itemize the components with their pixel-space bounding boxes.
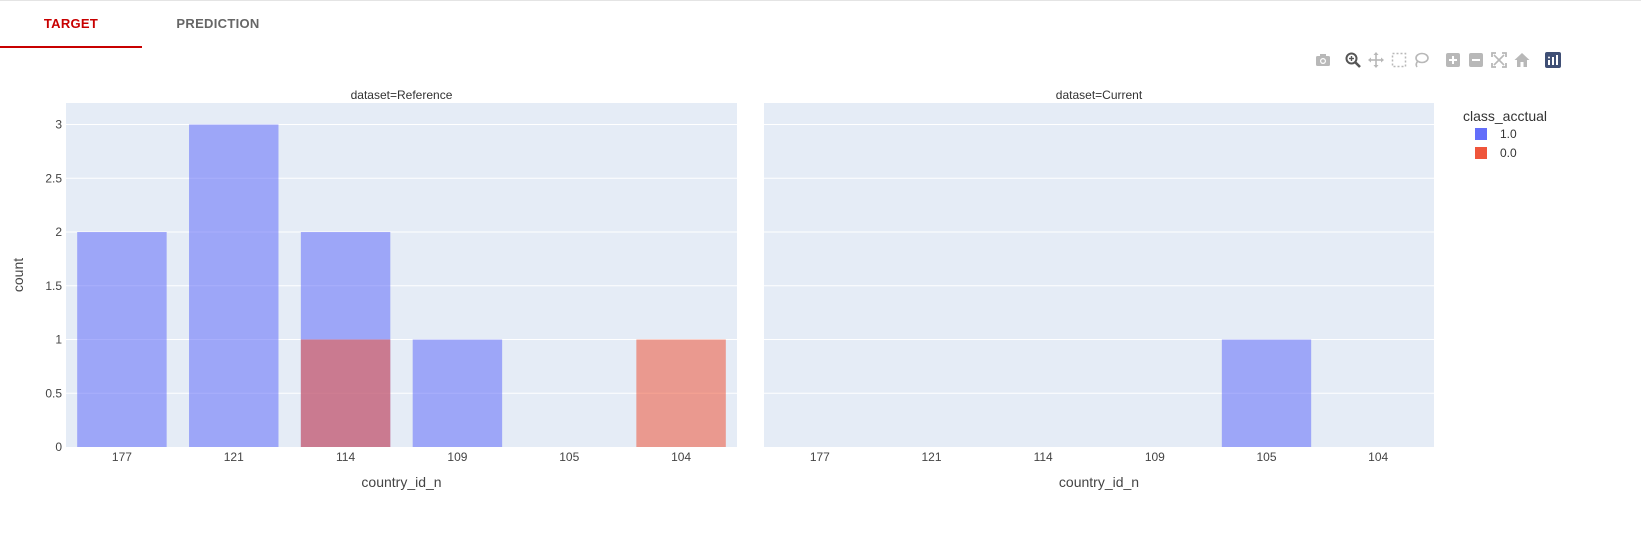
legend-swatch[interactable] bbox=[1475, 128, 1487, 140]
pan-icon[interactable] bbox=[1367, 51, 1385, 69]
y-tick-label: 2 bbox=[55, 225, 62, 239]
facet-panel-1: 177 121 114 109 105 104 dataset=Reference count… bbox=[66, 88, 737, 490]
bar-1.0-121[interactable] bbox=[189, 124, 279, 448]
bar-1.0-105[interactable] bbox=[1221, 339, 1312, 448]
x-tick-label: 105 bbox=[559, 450, 579, 464]
bar-0.0-104[interactable] bbox=[636, 339, 726, 448]
y-tick-label: 1.5 bbox=[45, 279, 62, 293]
x-tick-label: 104 bbox=[671, 450, 691, 464]
facet-title: dataset=Current bbox=[1056, 88, 1143, 102]
x-tick-label: 114 bbox=[1034, 450, 1053, 464]
zoom-icon[interactable] bbox=[1344, 51, 1362, 69]
box-select-icon[interactable] bbox=[1390, 51, 1408, 69]
faceted-bar-chart: 177 121 114 109 105 104 dataset=Reference count… bbox=[10, 88, 1547, 490]
x-axis-title: country_id_n bbox=[361, 474, 441, 490]
legend: class_acctual 1.0 0.0 bbox=[1463, 108, 1547, 160]
x-tick-label: 114 bbox=[336, 450, 355, 464]
plotly-logo-icon[interactable] bbox=[1544, 51, 1562, 69]
bar-1.0-177[interactable] bbox=[77, 232, 167, 447]
autoscale-icon[interactable] bbox=[1490, 51, 1508, 69]
facet-panel-2: 177 121 114 109 105 104 dataset=Current country… bbox=[764, 88, 1434, 490]
zoom-in-icon[interactable] bbox=[1444, 51, 1462, 69]
tab-bar: TARGET PREDICTION bbox=[0, 0, 1641, 48]
x-tick-label: 121 bbox=[224, 450, 244, 464]
x-tick-label: 109 bbox=[447, 450, 467, 464]
reset-axes-icon[interactable] bbox=[1513, 51, 1531, 69]
facet-title: dataset=Reference bbox=[351, 88, 453, 102]
y-tick-label: 0.5 bbox=[45, 386, 62, 400]
legend-title: class_acctual bbox=[1463, 108, 1547, 124]
zoom-out-icon[interactable] bbox=[1467, 51, 1485, 69]
x-tick-label: 177 bbox=[112, 450, 132, 464]
y-axis-title: count bbox=[10, 258, 26, 292]
x-tick-label: 105 bbox=[1256, 450, 1276, 464]
x-tick-label: 177 bbox=[810, 450, 830, 464]
legend-item-label[interactable]: 0.0 bbox=[1500, 146, 1517, 160]
x-tick-label: 104 bbox=[1368, 450, 1388, 464]
y-tick-label: 1 bbox=[55, 333, 62, 347]
bar-1.0-109[interactable] bbox=[412, 339, 503, 448]
top-border bbox=[0, 0, 1641, 1]
bar-0.0-114[interactable] bbox=[300, 339, 391, 448]
y-tick-label: 2.5 bbox=[45, 171, 62, 185]
x-tick-label: 121 bbox=[921, 450, 941, 464]
x-tick-label: 109 bbox=[1145, 450, 1165, 464]
camera-icon[interactable] bbox=[1314, 51, 1332, 69]
legend-item-label[interactable]: 1.0 bbox=[1500, 127, 1517, 141]
legend-swatch[interactable] bbox=[1475, 147, 1487, 159]
tab-target[interactable]: TARGET bbox=[0, 0, 142, 48]
lasso-select-icon[interactable] bbox=[1412, 51, 1430, 69]
y-tick-label: 3 bbox=[55, 118, 62, 132]
x-axis-title: country_id_n bbox=[1059, 474, 1139, 490]
plot-background bbox=[764, 103, 1434, 447]
tab-prediction[interactable]: PREDICTION bbox=[176, 16, 260, 31]
plot-background bbox=[66, 103, 737, 447]
y-tick-label: 0 bbox=[55, 440, 62, 454]
